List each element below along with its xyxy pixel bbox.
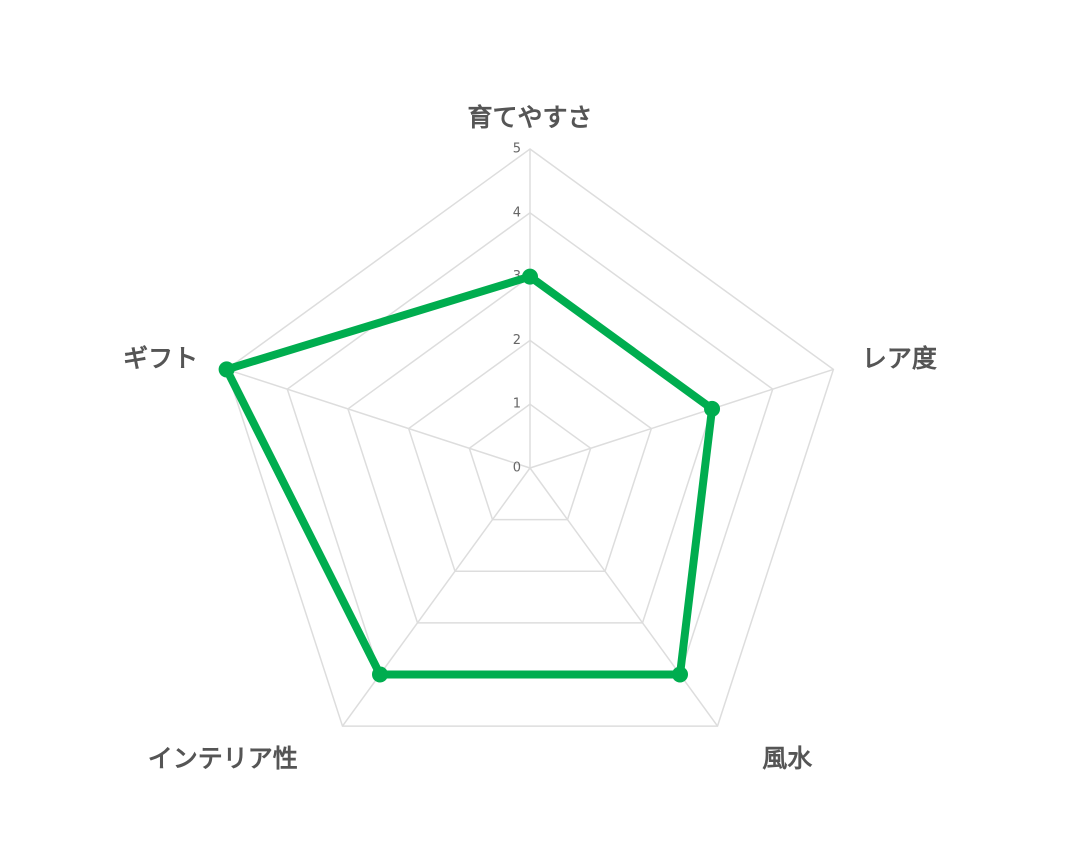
spoke bbox=[529, 467, 719, 727]
grid-ring bbox=[468, 403, 592, 521]
spoke bbox=[529, 368, 834, 469]
tick-label: 4 bbox=[513, 205, 521, 220]
grid-ring bbox=[407, 339, 653, 572]
point bbox=[522, 268, 538, 285]
tick-label: 1 bbox=[513, 397, 521, 412]
category-label: 風水 bbox=[762, 744, 813, 773]
point bbox=[704, 400, 721, 417]
category-label: レア度 bbox=[862, 344, 937, 373]
category-label: インテリア性 bbox=[148, 744, 298, 773]
tick-label: 0 bbox=[513, 461, 521, 476]
category-label: 育てやすさ bbox=[467, 103, 592, 132]
point bbox=[371, 666, 388, 683]
grid-ring bbox=[225, 148, 835, 727]
series-line bbox=[222, 272, 717, 679]
spoke bbox=[341, 467, 531, 727]
point bbox=[672, 666, 689, 683]
category-label: ギフト bbox=[123, 344, 198, 373]
tick-label: 5 bbox=[513, 142, 521, 157]
tick-label: 2 bbox=[513, 333, 521, 348]
spoke bbox=[226, 368, 531, 469]
point bbox=[218, 361, 235, 378]
